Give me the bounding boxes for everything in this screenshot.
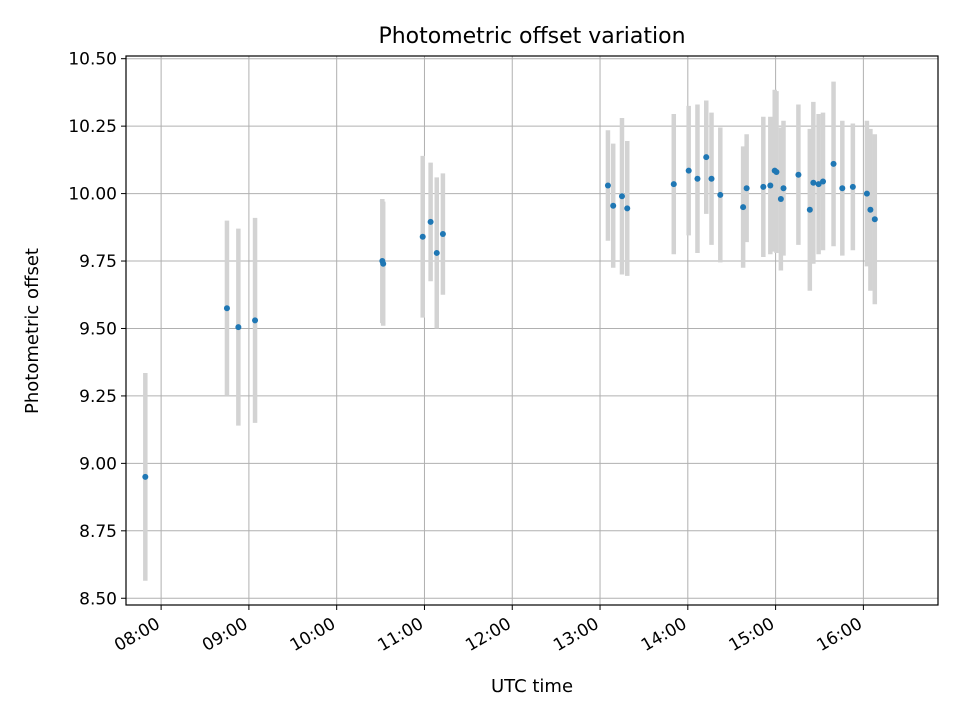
data-point [830, 160, 837, 167]
data-point [439, 231, 446, 238]
data-point [863, 190, 870, 197]
y-axis: 8.50 8.75 9.00 9.25 9.50 9.75 10.00 10.25 10.50 [68, 50, 126, 609]
chart-title: Photometric offset variation [378, 24, 685, 49]
data-point [820, 178, 827, 185]
data-point [252, 317, 259, 324]
data-point [767, 182, 774, 189]
data-point [670, 181, 677, 188]
data-point [849, 183, 856, 190]
y-tick-label: 10.00 [68, 185, 117, 205]
y-axis-label: Photometric offset [22, 248, 43, 414]
data-point [433, 249, 440, 256]
data-point [427, 218, 434, 225]
y-tick-label: 9.25 [79, 387, 117, 407]
data-point [419, 233, 426, 240]
data-points [142, 154, 878, 480]
plot-area-frame [125, 55, 939, 606]
data-point [708, 175, 715, 182]
data-point [380, 260, 387, 267]
data-point [743, 185, 750, 192]
data-point [806, 206, 813, 213]
y-tick-label: 10.25 [68, 117, 117, 137]
data-point [810, 179, 817, 186]
data-point [780, 185, 787, 192]
y-tick-label: 8.50 [79, 589, 117, 609]
data-point [604, 182, 611, 189]
data-point [685, 167, 692, 174]
y-tick-label: 10.50 [68, 50, 117, 70]
data-point [703, 154, 710, 161]
data-point [795, 171, 802, 178]
data-point [839, 185, 846, 192]
data-point [760, 183, 767, 190]
data-point [867, 206, 874, 213]
data-point [871, 216, 878, 223]
data-point [618, 193, 625, 200]
x-axis-label: UTC time [491, 676, 573, 697]
data-point [624, 205, 631, 212]
y-tick-label: 8.75 [79, 522, 117, 542]
data-point [815, 181, 822, 188]
data-point [694, 175, 701, 182]
data-point [773, 169, 780, 176]
data-point [142, 473, 149, 480]
y-tick-label: 9.00 [79, 454, 117, 474]
y-tick-label: 9.50 [79, 319, 117, 339]
data-point [235, 324, 242, 331]
y-tick-label: 9.75 [79, 252, 117, 272]
data-point [777, 195, 784, 202]
data-point [223, 305, 230, 312]
data-point [740, 204, 747, 211]
grid [126, 56, 938, 605]
data-point [717, 191, 724, 198]
data-point [610, 202, 617, 209]
